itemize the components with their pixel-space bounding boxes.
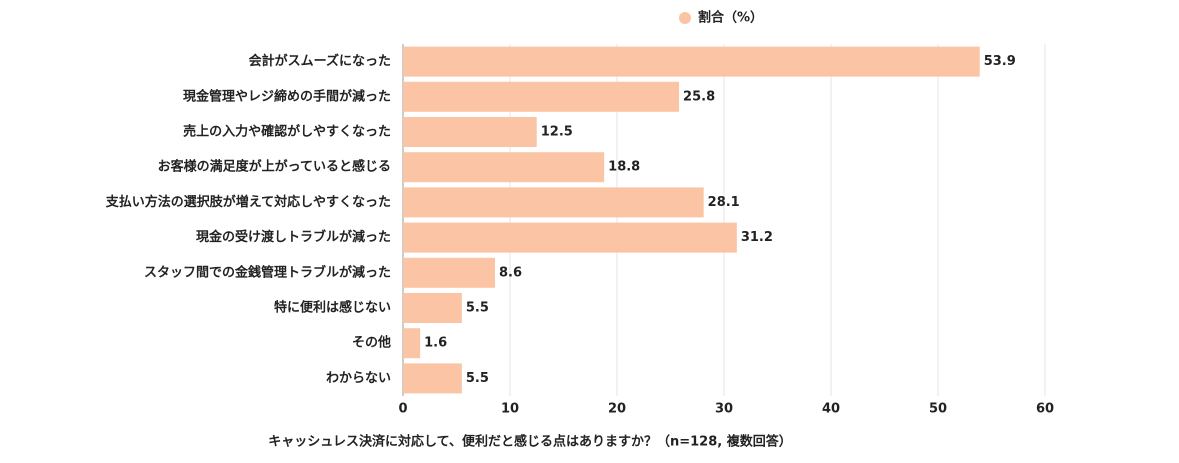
- x-tick-label: 60: [1036, 402, 1054, 417]
- bar: [403, 117, 537, 147]
- y-tick-label: 現金管理やレジ締めの手間が減った: [183, 88, 391, 104]
- y-tick-label: 現金の受け渡しトラブルが減った: [196, 229, 391, 245]
- x-tick-label: 50: [929, 402, 947, 417]
- data-label: 12.5: [541, 125, 573, 140]
- bar: [403, 187, 704, 218]
- bar: [403, 328, 421, 359]
- x-tick-label: 40: [822, 402, 840, 417]
- x-tick-label: 10: [501, 402, 519, 417]
- y-tick-label: その他: [352, 335, 391, 351]
- x-axis-title: キャッシュレス決済に対応して、便利だと感じる点はありますか？（n=128, 複数…: [268, 434, 791, 450]
- bar: [403, 81, 680, 112]
- y-tick-label: わからない: [326, 371, 391, 386]
- data-label: 25.8: [683, 89, 715, 104]
- y-tick-label: スタッフ間での金銭管理トラブルが減った: [144, 264, 391, 280]
- bar: [403, 363, 462, 394]
- bar: [403, 46, 980, 77]
- legend-label: 割合（%）: [698, 10, 763, 26]
- x-tick-label: 20: [608, 402, 626, 417]
- data-label: 8.6: [499, 265, 522, 280]
- bar: [403, 293, 462, 323]
- x-tick-label: 0: [398, 402, 407, 417]
- y-tick-label: お客様の満足度が上がっていると感じる: [158, 159, 391, 175]
- data-label: 1.6: [424, 336, 447, 351]
- data-label: 5.5: [466, 301, 489, 316]
- legend-swatch: [679, 12, 691, 24]
- bar: [403, 222, 737, 253]
- y-tick-label: 特に便利は感じない: [274, 300, 391, 316]
- x-tick-label: 30: [715, 402, 733, 417]
- data-label: 28.1: [708, 195, 740, 210]
- data-label: 18.8: [608, 160, 640, 175]
- data-label: 53.9: [984, 54, 1016, 69]
- data-label: 5.5: [466, 371, 489, 386]
- y-tick-label: 支払い方法の選択肢が増えて対応しやすくなった: [105, 194, 391, 210]
- data-label: 31.2: [741, 230, 773, 245]
- y-tick-label: 売上の入力や確認がしやすくなった: [183, 124, 391, 140]
- bar: [403, 257, 496, 288]
- bar: [403, 152, 605, 183]
- y-tick-label: 会計がスムーズになった: [249, 53, 391, 69]
